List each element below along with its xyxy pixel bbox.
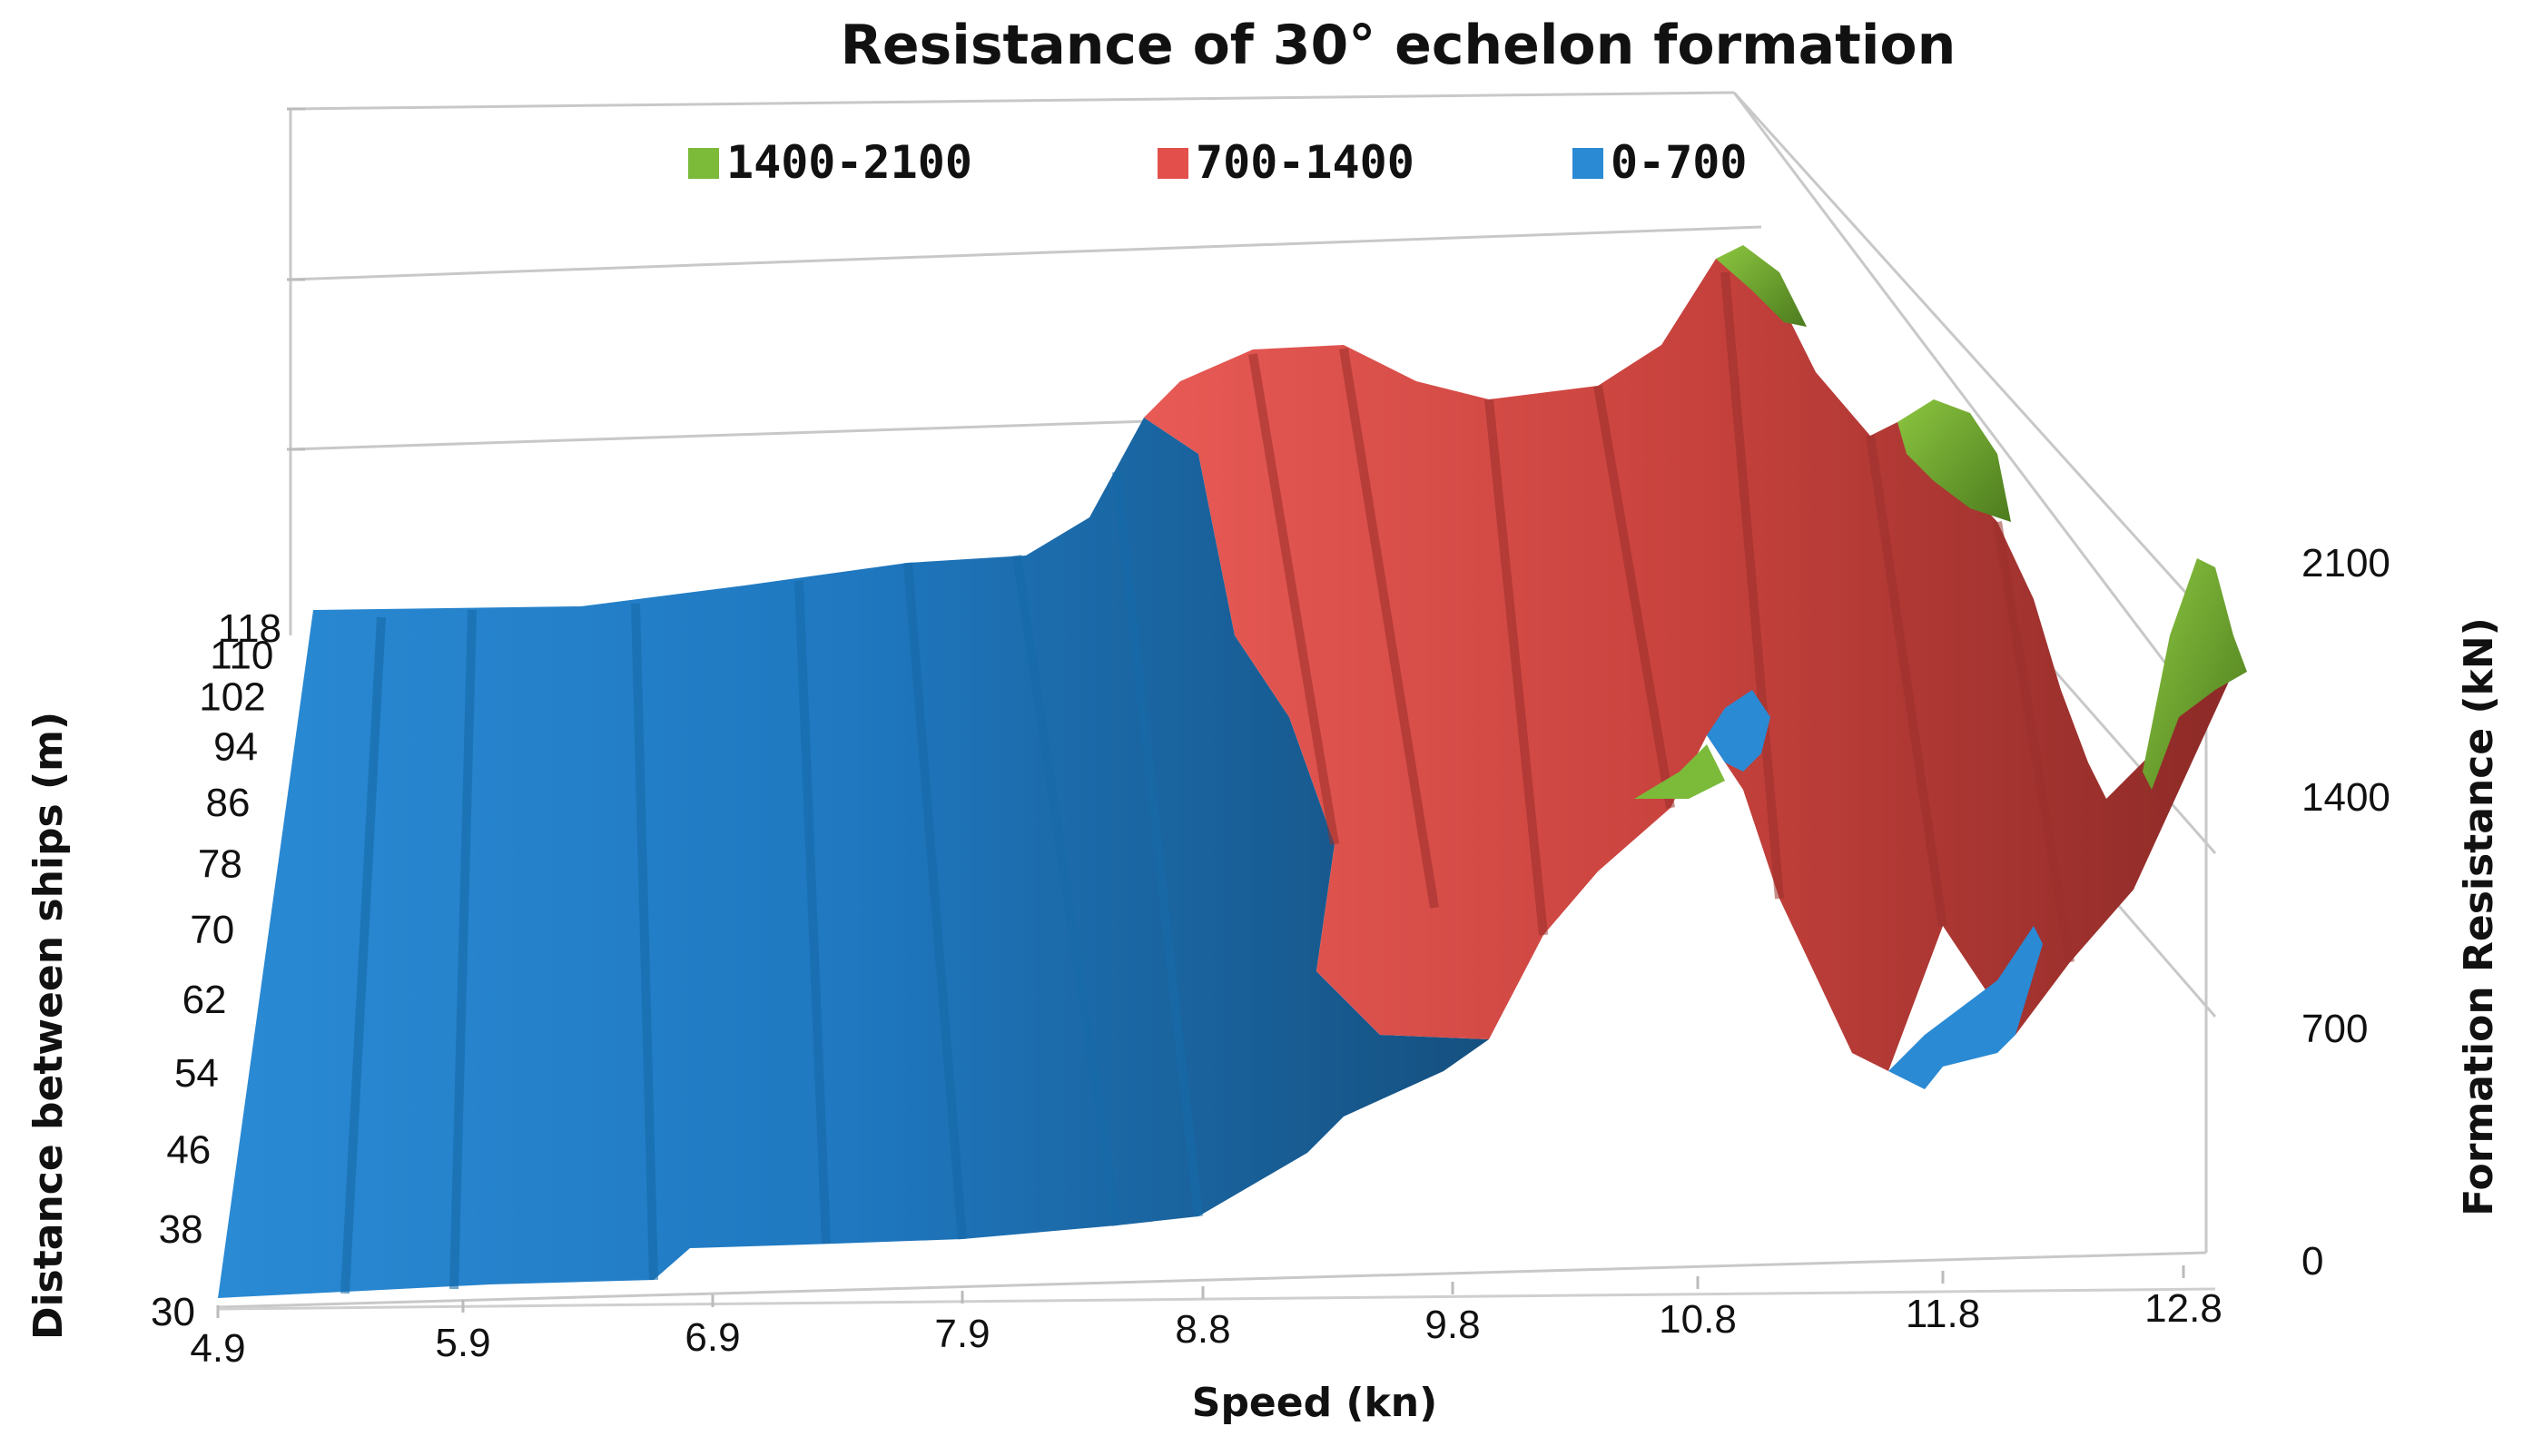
surface-blue-dip-2 [1888,926,2043,1089]
z-axis-label: Formation Resistance (kN) [2456,617,2502,1216]
x-tick-label: 7.9 [934,1312,990,1356]
y-tick-label: 38 [159,1207,203,1252]
surface-green-peak-2 [1897,399,2011,522]
y-tick-label: 70 [190,908,234,952]
surface-blue-region [218,418,1489,1298]
y-tick-label: 62 [182,978,227,1022]
legend: 1400-2100 700-1400 0-700 [688,136,1748,189]
y-tick-label: 110 [210,634,273,678]
x-axis-line [217,1287,2216,1311]
y-tick-label: 30 [151,1290,195,1334]
surface-green-peak-3 [2143,558,2247,790]
x-tick-label: 11.8 [1906,1292,1980,1336]
z-axis: 0 700 1400 2100 Formation Resistance (kN) [2301,541,2502,1284]
x-tick-label: 8.8 [1175,1307,1230,1352]
surface-red-ridges [1248,271,2075,963]
y-tick-label: 94 [213,724,258,769]
y-tick-label: 46 [166,1127,211,1172]
y-tick-label: 78 [198,842,242,887]
z-tick-label: 0 [2301,1239,2323,1284]
surface-blue-dip-1 [1707,690,1770,772]
x-axis: 4.9 5.9 6.9 7.9 8.8 9.8 10.8 11.8 12.8 Speed (kn… [190,1265,2222,1426]
surface [218,245,2247,1298]
x-tick-label: 10.8 [1659,1297,1737,1342]
legend-label-1400-2100: 1400-2100 [726,136,972,189]
z-tick-label: 700 [2301,1007,2368,1051]
z-tick-label: 1400 [2301,775,2390,820]
y-tick-label: 86 [206,781,251,825]
surface-green-peak-1 [1716,245,1807,327]
y-axis-label: Distance between ships (m) [25,712,72,1340]
x-tick-label: 6.9 [685,1315,740,1360]
surface-red-region [1144,259,2233,1071]
x-tick-label: 12.8 [2144,1286,2222,1331]
legend-swatch-700-1400 [1158,148,1188,179]
y-tick-label: 54 [174,1051,219,1096]
legend-label-0-700: 0-700 [1611,136,1748,189]
chart-title: Resistance of 30° echelon formation [841,14,1956,77]
x-axis-label: Speed (kn) [1192,1380,1438,1426]
surface-blue-ridges [340,471,1203,1294]
z-tick-labels: 0 700 1400 2100 [2301,541,2390,1284]
x-tick-label: 9.8 [1424,1303,1480,1347]
x-tick-label: 4.9 [190,1326,245,1371]
y-tick-label: 102 [199,674,265,719]
y-tick-label: 118 [218,606,281,651]
x-tick-labels: 4.9 5.9 6.9 7.9 8.8 9.8 10.8 11.8 12.8 [190,1265,2222,1371]
legend-label-700-1400: 700-1400 [1196,136,1414,189]
z-tick-label: 2100 [2301,541,2390,585]
frame-ticks [287,107,305,451]
x-tick-label: 5.9 [435,1321,490,1365]
surface-green-patch [1634,744,1725,799]
legend-swatch-1400-2100 [688,148,719,179]
legend-swatch-0-700 [1572,148,1603,179]
